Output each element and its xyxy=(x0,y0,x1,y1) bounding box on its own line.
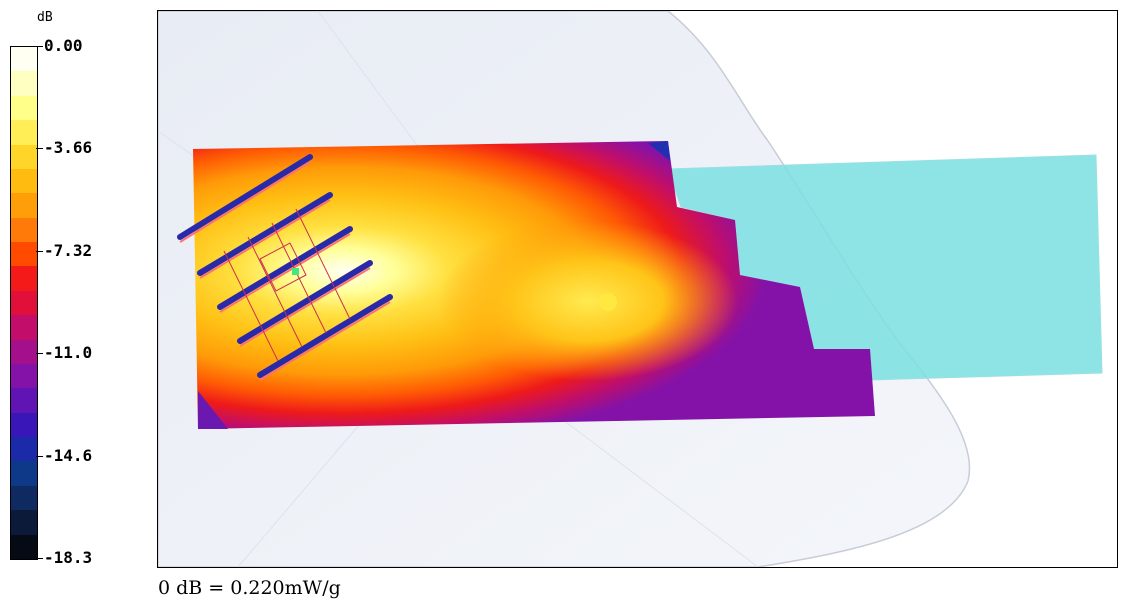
colorbar-tick-label: -11.0 xyxy=(44,343,93,363)
colorbar-tick-mark xyxy=(36,558,43,559)
colorbar-segment xyxy=(11,290,37,316)
colorbar-segment xyxy=(11,339,37,364)
colorbar-segment xyxy=(11,266,37,291)
corner-low-region xyxy=(648,141,670,161)
colorbar-segment xyxy=(11,144,37,169)
sar-plot-area xyxy=(157,10,1118,568)
colorbar-tick-mark xyxy=(36,455,43,457)
colorbar-segment xyxy=(11,437,37,462)
colorbar-tick-label: 0.00 xyxy=(44,36,83,55)
hotspot-dot xyxy=(599,293,617,311)
colorbar-segment xyxy=(11,388,37,413)
colorbar-segment xyxy=(11,193,37,218)
colorbar-segment xyxy=(11,461,37,486)
reference-note: 0 dB = 0.220mW/g xyxy=(158,577,341,599)
colorbar-tick-mark xyxy=(36,353,43,355)
colorbar-segment xyxy=(11,412,37,437)
colorbar-segment xyxy=(11,71,37,96)
probe-point-icon xyxy=(292,268,299,275)
sar-plot-svg xyxy=(158,11,1103,567)
colorbar-segment xyxy=(11,534,37,559)
colorbar-segment xyxy=(11,168,37,194)
colorbar-segment xyxy=(11,217,37,242)
colorbar-segment xyxy=(11,510,37,535)
colorbar-tick-mark xyxy=(36,148,43,150)
colorbar-segment xyxy=(11,242,37,267)
colorbar-unit-label: dB xyxy=(37,10,53,25)
colorbar-tick-label: -18.3 xyxy=(44,548,93,567)
colorbar xyxy=(10,46,38,560)
secondary-hotspot xyxy=(438,221,738,381)
colorbar-tick-label: -14.6 xyxy=(44,445,93,465)
colorbar-segment xyxy=(11,363,37,389)
colorbar-tick-label: -3.66 xyxy=(44,138,93,158)
colorbar-segment xyxy=(11,47,37,72)
colorbar-segment xyxy=(11,95,37,121)
antenna-array-icon xyxy=(177,154,393,381)
colorbar-segment xyxy=(11,120,37,145)
colorbar-segment xyxy=(11,315,37,340)
colorbar-tick-mark xyxy=(36,250,43,252)
colorbar-segment xyxy=(11,485,37,511)
colorbar-tick-label: -7.32 xyxy=(44,240,93,260)
colorbar-tick-mark xyxy=(36,46,43,47)
